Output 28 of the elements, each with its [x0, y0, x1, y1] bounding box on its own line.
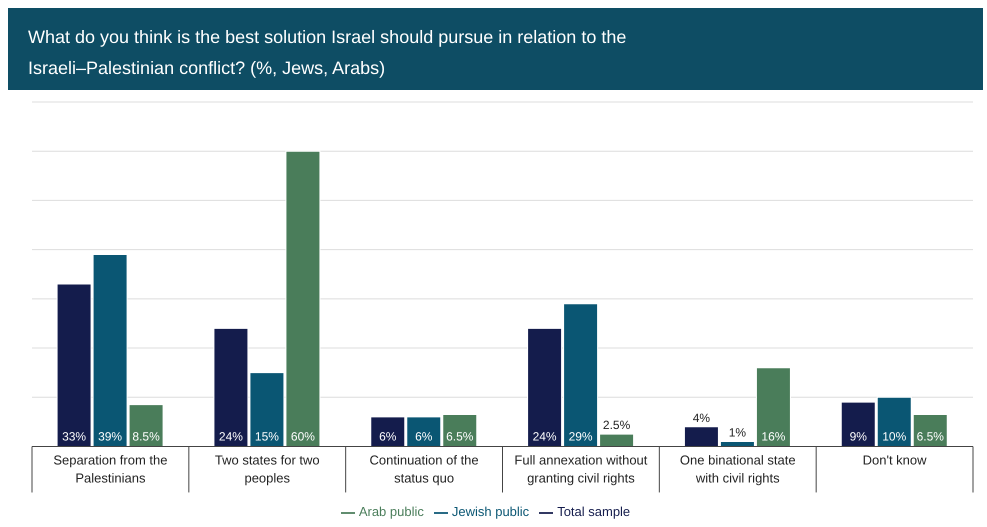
data-label: 6.5% [446, 429, 474, 444]
data-label: 8.5% [132, 429, 160, 444]
legend-label: Jewish public [452, 504, 530, 520]
data-label: 6% [415, 429, 433, 444]
data-label: 24% [218, 429, 244, 444]
x-tick-label: Don't know [862, 452, 928, 468]
data-label: 4% [692, 410, 710, 425]
x-tick-label: Continuation of the status quo [370, 452, 479, 486]
data-label: 15% [254, 429, 280, 444]
x-tick-label: Two states for two peoples [214, 452, 320, 486]
legend-label: Total sample [557, 504, 630, 520]
data-label: 60% [290, 429, 316, 444]
data-label: 6% [379, 429, 397, 444]
data-label: 29% [568, 429, 593, 444]
x-tick-label: One binational state with civil rights [680, 452, 796, 486]
data-label: 10% [882, 429, 907, 444]
data-label: 24% [532, 429, 557, 444]
data-label: 2.5% [602, 418, 631, 432]
data-label: 39% [98, 429, 122, 444]
data-label: 33% [62, 429, 86, 444]
data-label: 6.5% [916, 429, 944, 444]
data-label: 1% [728, 426, 746, 440]
data-label: 9% [850, 429, 868, 444]
chart-title: What do you think is the best solution Israel should pursue in relation to the Israeli–Palestinian conflict? (%, Jews, Arabs) [28, 26, 628, 80]
legend-label: Arab public [358, 504, 424, 520]
x-tick-label: Full annexation without granting civil rights [514, 452, 648, 486]
x-tick-label: Separation from the Palestinians [53, 452, 168, 486]
data-label: 16% [761, 429, 786, 444]
